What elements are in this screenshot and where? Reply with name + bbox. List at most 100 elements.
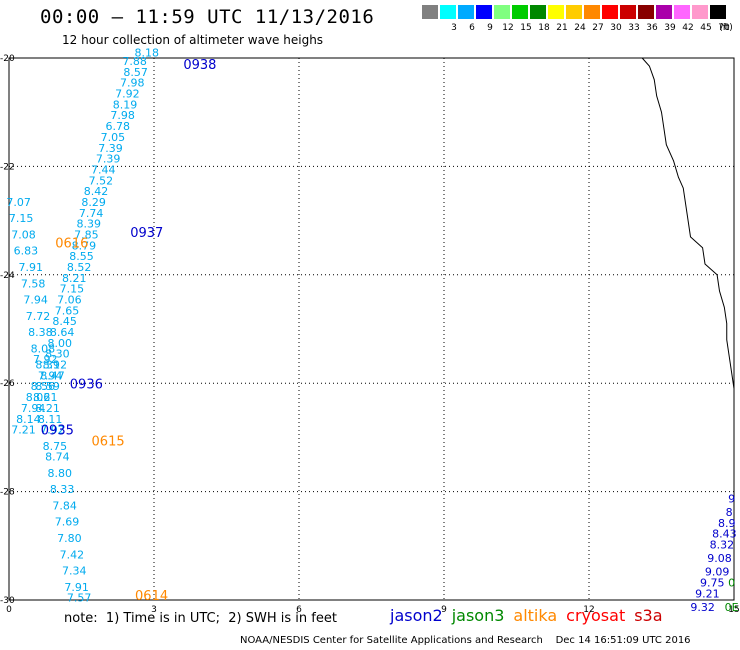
swh-value: 7.94 bbox=[23, 294, 48, 307]
scale-label: 42 bbox=[682, 23, 694, 33]
swh-value: 8.56 bbox=[31, 380, 56, 393]
swh-value: 7.52 bbox=[89, 174, 114, 187]
scale-label: 36 bbox=[646, 23, 658, 33]
swh-value: 7.08 bbox=[11, 228, 36, 241]
scale-label: 33 bbox=[628, 23, 640, 33]
swh-value-east: 9.21 bbox=[695, 587, 720, 600]
y-tick-label: -24 bbox=[0, 271, 15, 281]
swh-value: 8.30 bbox=[45, 348, 70, 361]
swh-value: 7.74 bbox=[79, 207, 104, 220]
swh-value: 7.57 bbox=[67, 592, 92, 605]
swh-value: 8.45 bbox=[52, 315, 77, 328]
swh-value: 7.15 bbox=[60, 283, 85, 296]
swh-value: 7.94 bbox=[21, 402, 46, 415]
legend-jason3: jason3 bbox=[451, 606, 505, 625]
scale-swatch bbox=[494, 5, 510, 19]
legend-cryosat: cryosat bbox=[566, 606, 626, 625]
scale-label: 9 bbox=[487, 23, 493, 33]
swh-value: 8.00 bbox=[48, 337, 73, 350]
swh-value: 7.91 bbox=[64, 581, 89, 594]
swh-value: 7.39 bbox=[96, 153, 121, 166]
scale-label: 70 bbox=[718, 23, 730, 33]
swh-value: 7.92 bbox=[115, 88, 140, 101]
swh-value: 7.72 bbox=[26, 310, 51, 323]
scale-label: 27 bbox=[592, 23, 604, 33]
swh-value: 8.29 bbox=[81, 196, 106, 209]
legend-jason2: jason2 bbox=[390, 606, 443, 625]
swh-value: 7.69 bbox=[55, 516, 80, 529]
swh-value: 8.79 bbox=[72, 239, 97, 252]
pass-time-label: 0614 bbox=[135, 589, 168, 604]
swh-value: 7.94 bbox=[38, 369, 63, 382]
swh-value: 7.07 bbox=[6, 196, 31, 209]
swh-value: 8.39 bbox=[77, 218, 102, 231]
swh-value: 8.21 bbox=[62, 272, 87, 285]
pass-time-label: 0936 bbox=[70, 378, 103, 393]
scale-swatch bbox=[566, 5, 582, 19]
swh-value: 8.18 bbox=[135, 46, 160, 59]
swh-value-east: 9.32 bbox=[690, 601, 715, 614]
scale-swatch bbox=[476, 5, 492, 19]
swh-value: 8.14 bbox=[16, 413, 41, 426]
scale-swatch bbox=[548, 5, 564, 19]
swh-value-east: 8 bbox=[726, 506, 733, 519]
note-text: note: 1) Time is in UTC; 2) SWH is in fe… bbox=[64, 611, 337, 626]
swh-value: 8.39 bbox=[35, 359, 60, 372]
scale-unit: (ft) bbox=[719, 23, 733, 33]
scale-swatch bbox=[710, 5, 726, 19]
swh-value: 7.15 bbox=[9, 212, 34, 225]
pass-time-label: 0938 bbox=[183, 58, 216, 73]
x-tick-label: 15 bbox=[728, 605, 739, 615]
scale-label: 15 bbox=[520, 23, 532, 33]
x-tick-label: 0 bbox=[6, 605, 12, 615]
swh-value: 8.80 bbox=[48, 467, 73, 480]
map-subtitle: 12 hour collection of altimeter wave hei… bbox=[62, 33, 324, 47]
swh-value: 8.08 bbox=[31, 342, 56, 355]
swh-value: 8.57 bbox=[123, 66, 148, 79]
swh-value: 6.78 bbox=[106, 120, 131, 133]
swh-value: 7.88 bbox=[122, 55, 147, 68]
scale-label: 45 bbox=[700, 23, 712, 33]
swh-value: 7.42 bbox=[60, 548, 85, 561]
scale-label: 24 bbox=[574, 23, 586, 33]
swh-value-east: 8.9 bbox=[718, 517, 736, 530]
swh-value: 8.64 bbox=[50, 326, 75, 339]
swh-value: 7.39 bbox=[98, 142, 123, 155]
map-title: 00:00 — 11:59 UTC 11/13/2016 bbox=[40, 6, 375, 28]
swh-value: 7.92 bbox=[40, 424, 65, 437]
scale-swatch bbox=[458, 5, 474, 19]
x-tick-label: 3 bbox=[151, 605, 157, 615]
scale-label: 3 bbox=[451, 23, 457, 33]
pass-time-label: 0935 bbox=[41, 424, 74, 439]
swh-value: 7.06 bbox=[57, 294, 82, 307]
scale-swatch bbox=[584, 5, 600, 19]
pass-time-label: 0616 bbox=[55, 237, 88, 252]
scale-swatch bbox=[638, 5, 654, 19]
scale-swatch bbox=[692, 5, 708, 19]
swh-value: 7.92 bbox=[33, 353, 58, 366]
swh-value: 8.75 bbox=[43, 440, 68, 453]
swh-value: 8.33 bbox=[50, 483, 75, 496]
pass-time-label: 0937 bbox=[130, 226, 163, 241]
scale-swatch bbox=[674, 5, 690, 19]
scale-swatch bbox=[602, 5, 618, 19]
satellite-legend: jason2 jason3 altika cryosat s3a bbox=[390, 606, 672, 625]
x-tick-label: 12 bbox=[583, 605, 594, 615]
scale-label: 39 bbox=[664, 23, 676, 33]
swh-value: 8.19 bbox=[113, 98, 138, 111]
swh-value: 7.58 bbox=[21, 277, 46, 290]
legend-altika: altika bbox=[513, 606, 558, 625]
swh-value: 8.52 bbox=[67, 261, 92, 274]
swh-value: 7.44 bbox=[91, 163, 116, 176]
swh-value: 8.59 bbox=[35, 380, 60, 393]
swh-value-east: 9.75 bbox=[700, 576, 725, 589]
map-frame bbox=[8, 57, 735, 601]
swh-value: 8.47 bbox=[40, 369, 65, 382]
scale-label: 6 bbox=[469, 23, 475, 33]
swh-value-east: 9 bbox=[728, 492, 735, 505]
swh-value: 7.34 bbox=[62, 565, 87, 578]
swh-value: 8.12 bbox=[43, 359, 68, 372]
swh-value: 7.98 bbox=[120, 77, 145, 90]
y-tick-label: -26 bbox=[0, 379, 15, 389]
swh-value: 7.91 bbox=[19, 261, 44, 274]
